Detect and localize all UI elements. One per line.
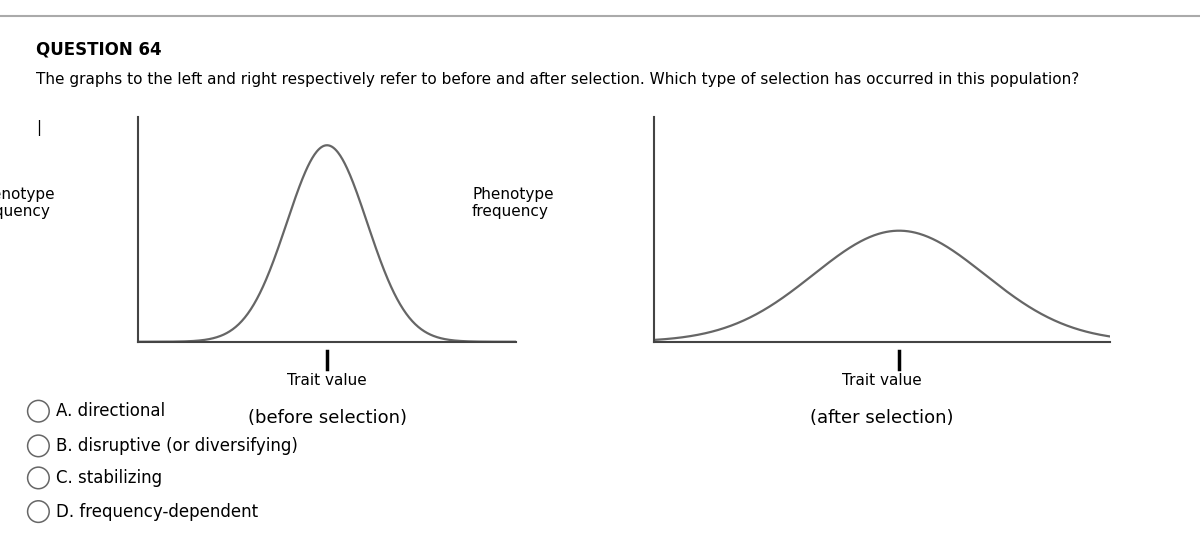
Text: The graphs to the left and right respectively refer to before and after selectio: The graphs to the left and right respect…	[36, 72, 1079, 87]
Text: B. disruptive (or diversifying): B. disruptive (or diversifying)	[56, 437, 299, 455]
Text: Trait value: Trait value	[842, 373, 922, 388]
Text: Phenotype
frequency: Phenotype frequency	[0, 186, 55, 219]
Text: D. frequency-dependent: D. frequency-dependent	[56, 502, 258, 521]
Text: |: |	[36, 120, 41, 136]
Text: (before selection): (before selection)	[247, 409, 407, 427]
Text: Trait value: Trait value	[287, 373, 367, 388]
Text: (after selection): (after selection)	[810, 409, 954, 427]
Text: A. directional: A. directional	[56, 402, 166, 420]
Text: C. stabilizing: C. stabilizing	[56, 469, 162, 487]
Text: QUESTION 64: QUESTION 64	[36, 40, 162, 58]
Text: Phenotype
frequency: Phenotype frequency	[472, 186, 553, 219]
